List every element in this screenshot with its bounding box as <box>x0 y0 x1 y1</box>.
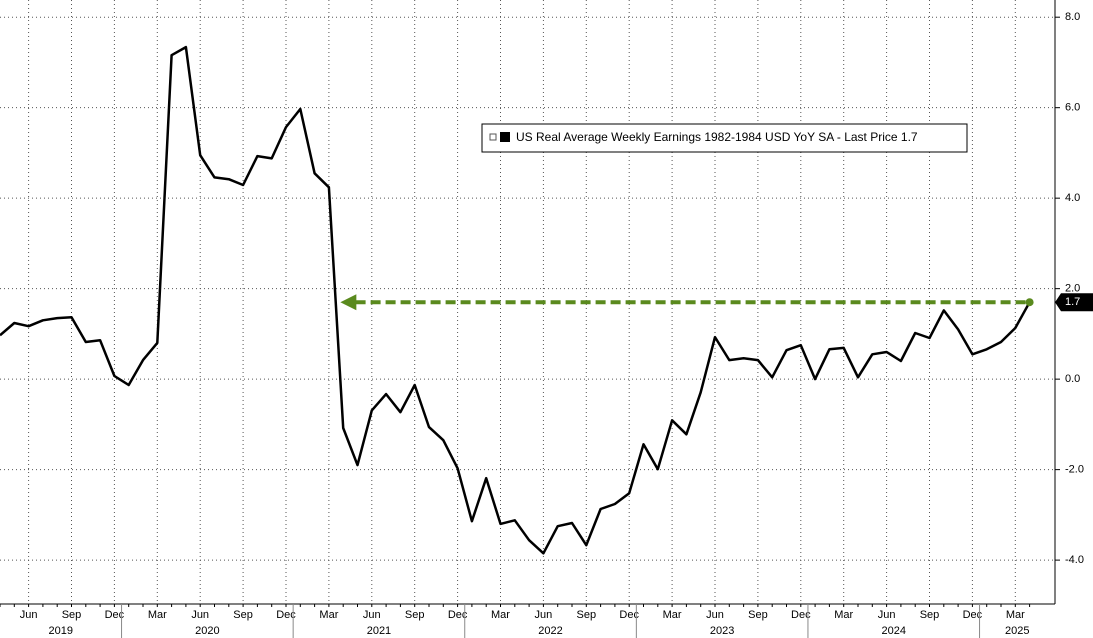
line <box>0 45 1031 555</box>
year-label: 2020 <box>195 625 219 637</box>
year-label: 2024 <box>882 625 906 637</box>
y-tick-label: -2.0 <box>1065 464 1084 476</box>
y-tick-label: 6.0 <box>1065 102 1080 114</box>
year-label: 2022 <box>538 625 562 637</box>
x-tick-label: Dec <box>619 609 639 621</box>
year-label: 2021 <box>367 625 391 637</box>
x-tick-label: Jun <box>535 609 553 621</box>
x-tick-label: Sep <box>748 609 768 621</box>
year-label: 2023 <box>710 625 734 637</box>
legend: US Real Average Weekly Earnings 1982-198… <box>481 123 968 153</box>
x-tick-label: Jun <box>20 609 38 621</box>
y-tick-label: 4.0 <box>1065 192 1080 204</box>
x-tick-label: Dec <box>963 609 983 621</box>
x-tick-label: Sep <box>577 609 597 621</box>
x-tick-label: Mar <box>148 609 167 621</box>
x-tick-label: Sep <box>920 609 940 621</box>
x-tick-label: Jun <box>363 609 381 621</box>
annotation-arrowhead <box>340 294 357 311</box>
legend-icon <box>489 133 497 141</box>
y-tick-label: 8.0 <box>1065 11 1080 23</box>
y-tick-label: 0.0 <box>1065 373 1080 385</box>
x-tick-label: Dec <box>448 609 468 621</box>
x-tick-label: Jun <box>706 609 724 621</box>
last-tag <box>1055 293 1093 312</box>
x-tick-label: Dec <box>276 609 296 621</box>
legend-swatch <box>500 132 510 142</box>
last-tag-label: 1.7 <box>1065 296 1080 308</box>
x-tick-label: Dec <box>105 609 125 621</box>
year-label: 2019 <box>49 625 73 637</box>
x-tick-label: Mar <box>663 609 682 621</box>
x-tick-label: Sep <box>62 609 82 621</box>
legend-box <box>481 123 968 153</box>
y-tick-label: -4.0 <box>1065 554 1084 566</box>
x-tick-label: Jun <box>191 609 209 621</box>
x-tick-label: Dec <box>791 609 811 621</box>
legend-text: US Real Average Weekly Earnings 1982-198… <box>516 130 918 144</box>
year-label: 2025 <box>1005 625 1029 637</box>
x-tick-label: Mar <box>1006 609 1025 621</box>
x-tick-label: Sep <box>233 609 253 621</box>
x-tick-label: Mar <box>319 609 338 621</box>
x-tick-label: Sep <box>405 609 425 621</box>
last-point <box>1025 298 1034 307</box>
x-tick-label: Mar <box>491 609 510 621</box>
x-tick-label: Mar <box>834 609 853 621</box>
x-tick-label: Jun <box>878 609 896 621</box>
y-tick-label: 2.0 <box>1065 283 1080 295</box>
